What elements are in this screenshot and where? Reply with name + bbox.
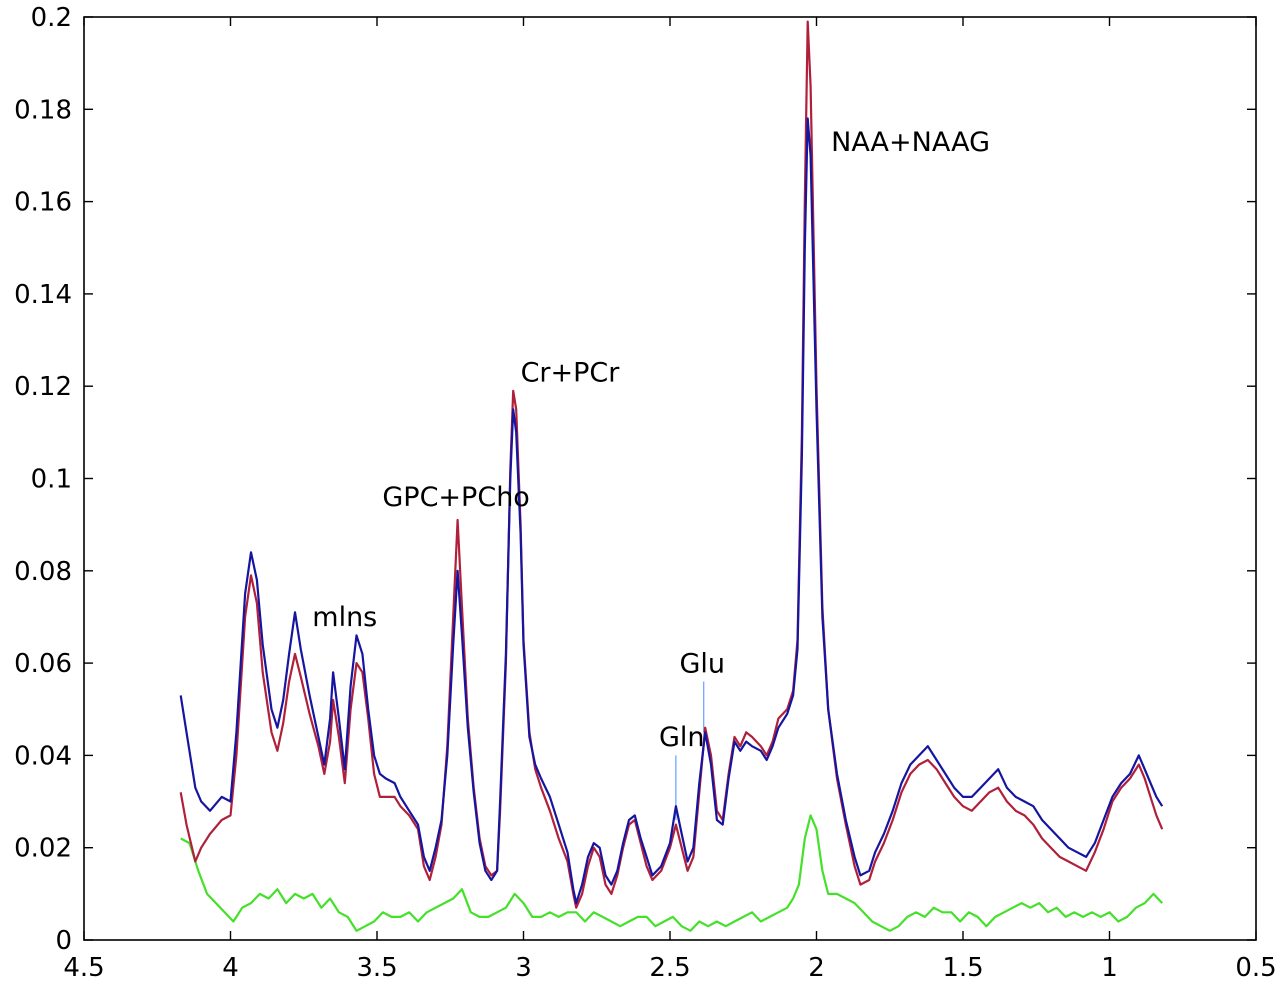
series-group [179,20,1164,932]
x-tick-label: 3.5 [356,953,397,983]
y-tick-label: 0 [55,926,72,956]
annotation-label: Glu [679,648,725,679]
series-line-0 [179,20,1164,909]
y-tick-label: 0.1 [31,465,72,495]
axis-ticks [83,16,1257,941]
annotation-label: mlns [312,602,377,633]
series-line-2 [180,814,1163,932]
y-tick-label: 0.08 [14,557,72,587]
y-tick-label: 0.04 [14,741,72,771]
y-tick-labels: 0 0.02 0.04 0.06 0.08 0.1 0.12 0.14 0.16 0.18 0.2 [14,3,72,956]
y-tick-label: 0.14 [14,280,72,310]
plot-area [83,16,1257,941]
y-tick-label: 0.2 [31,3,72,33]
annotations: NAA+NAAG Cr+PCr GPC+PCho mlns Glu Gln [312,127,990,753]
series-line-1 [179,117,1164,905]
annotation-label: NAA+NAAG [831,127,990,158]
annotation-label: GPC+PCho [382,482,529,513]
x-tick-label: 1 [1101,953,1118,983]
y-tick-label: 0.06 [14,649,72,679]
y-tick-label: 0.18 [14,95,72,125]
x-tick-label: 4 [222,953,239,983]
x-tick-label: 2 [808,953,825,983]
x-tick-label: 4.5 [63,953,104,983]
x-tick-label: 1.5 [942,953,983,983]
y-tick-label: 0.12 [14,372,72,402]
x-tick-label: 2.5 [649,953,690,983]
annotation-label: Gln [659,722,705,753]
y-tick-label: 0.02 [14,834,72,864]
x-tick-label: 3 [515,953,532,983]
annotation-label: Cr+PCr [521,358,621,389]
x-tick-labels: 4.5 4 3.5 3 2.5 2 1.5 1 0.5 [63,953,1276,983]
y-tick-label: 0.16 [14,188,72,218]
x-tick-label: 0.5 [1235,953,1276,983]
